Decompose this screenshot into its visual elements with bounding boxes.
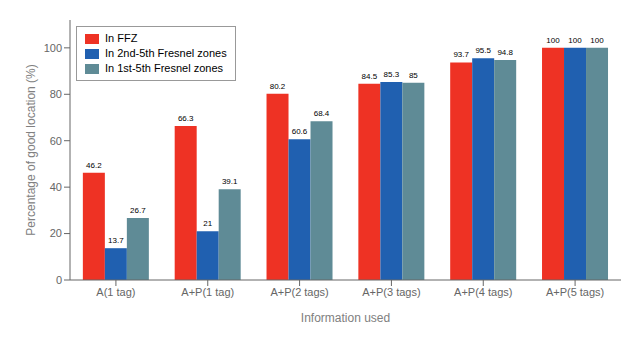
svg-text:39.1: 39.1 (222, 177, 238, 186)
svg-text:Percentage of good location (%: Percentage of good location (%) (24, 64, 38, 235)
svg-text:A(1 tag): A(1 tag) (96, 286, 135, 298)
html-text:In 2nd-5th Fresnel zones: In 2nd-5th Fresnel zones (105, 47, 227, 59)
svg-text:40: 40 (50, 181, 62, 193)
svg-text:A+P(5 tags): A+P(5 tags) (546, 286, 604, 298)
svg-text:A+P(3 tags): A+P(3 tags) (362, 286, 420, 298)
svg-text:100: 100 (590, 36, 604, 45)
svg-text:93.7: 93.7 (453, 50, 469, 59)
svg-text:46.2: 46.2 (86, 161, 102, 170)
svg-text:0: 0 (56, 274, 62, 286)
svg-text:68.4: 68.4 (314, 109, 330, 118)
svg-text:Information used: Information used (301, 311, 390, 325)
svg-text:60.6: 60.6 (292, 127, 308, 136)
svg-text:13.7: 13.7 (108, 236, 124, 245)
svg-text:80: 80 (50, 88, 62, 100)
svg-text:84.5: 84.5 (362, 72, 378, 81)
html-text:In 1st-5th Fresnel zones: In 1st-5th Fresnel zones (105, 62, 223, 74)
svg-text:26.7: 26.7 (130, 206, 146, 215)
svg-text:A+P(1 tag): A+P(1 tag) (181, 286, 234, 298)
svg-text:100: 100 (44, 42, 62, 54)
svg-text:80.2: 80.2 (270, 82, 286, 91)
svg-text:20: 20 (50, 227, 62, 239)
svg-text:A+P(4 tags): A+P(4 tags) (454, 286, 512, 298)
svg-text:85.3: 85.3 (384, 70, 400, 79)
svg-text:66.3: 66.3 (178, 114, 194, 123)
svg-text:85: 85 (409, 71, 418, 80)
svg-text:95.5: 95.5 (475, 46, 491, 55)
svg-text:21: 21 (203, 219, 212, 228)
svg-text:60: 60 (50, 135, 62, 147)
svg-text:94.8: 94.8 (497, 48, 513, 57)
svg-text:100: 100 (568, 36, 582, 45)
html-text:In FFZ: In FFZ (105, 32, 138, 44)
svg-text:A+P(2 tags): A+P(2 tags) (270, 286, 328, 298)
svg-text:100: 100 (546, 36, 560, 45)
